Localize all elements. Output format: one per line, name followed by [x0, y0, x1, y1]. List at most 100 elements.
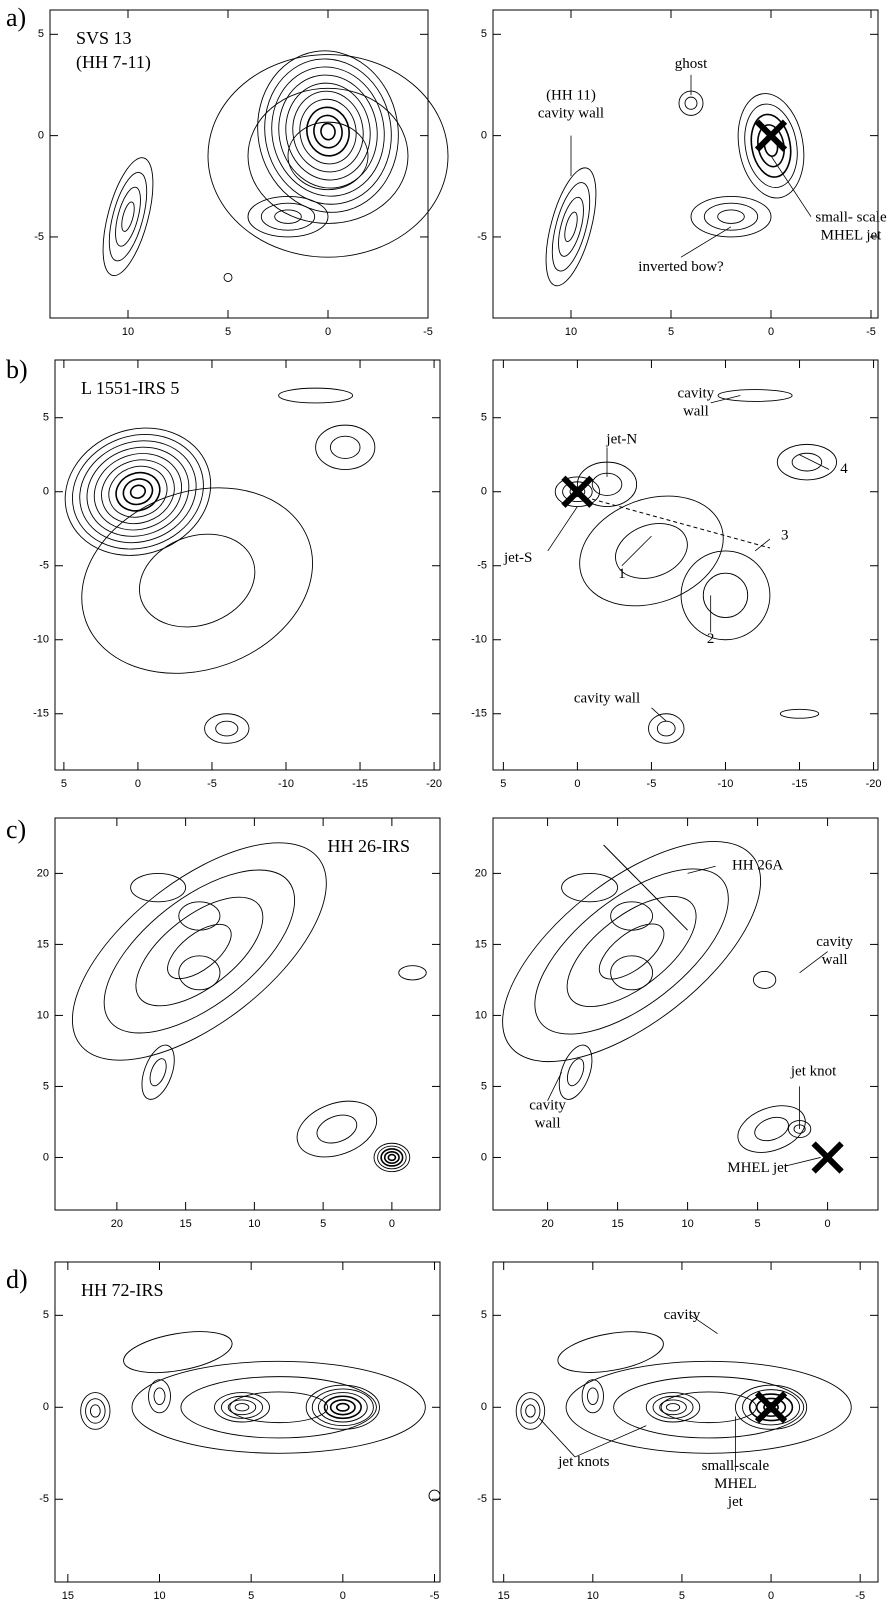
- frame: [54, 817, 441, 1211]
- annotation: cavity wall: [538, 106, 604, 122]
- panel: 20 15 10 5 0 20 15 10 5 0 HH 26A cavity wall cavity wa…: [475, 817, 879, 1230]
- frame: [492, 817, 879, 1211]
- x-tick-label: 10: [681, 1218, 693, 1230]
- panel: 15 10 5 0 -5 5 0 -5 HH 72-IRS: [39, 1261, 441, 1600]
- leader-line: [785, 1157, 821, 1167]
- contour: [274, 209, 302, 224]
- y-tick-label: 0: [481, 130, 487, 142]
- contour: [717, 209, 745, 224]
- panel: 10 5 0 -5 5 0 -5 SVS 13 (HH 7-11): [34, 9, 449, 338]
- contour: [610, 955, 654, 991]
- contour: [108, 465, 168, 518]
- source-mark: [811, 1141, 844, 1174]
- panel: 20 15 10 5 0 20 15 10 5 0 HH 26-IRS: [37, 817, 441, 1230]
- y-tick-label: 0: [43, 486, 49, 498]
- contour: [130, 872, 187, 903]
- y-tick-label: 5: [481, 1309, 487, 1321]
- annotation: cavity: [816, 934, 853, 950]
- y-tick-label: -5: [477, 231, 487, 243]
- contour: [223, 272, 233, 282]
- contour: [554, 476, 601, 507]
- panel-title: HH 72-IRS: [81, 1280, 164, 1300]
- contour: [316, 1114, 358, 1144]
- panel: 5 0 -5 -10 -15 -20 5 0 -5 -10 -15 L 1551-IRS 5: [33, 359, 442, 790]
- contour: [703, 202, 759, 231]
- frame: [492, 9, 879, 319]
- annotation: jet-N: [605, 431, 637, 447]
- x-tick-label: 0: [768, 326, 774, 338]
- annotation: 1: [618, 566, 626, 582]
- contour: [101, 459, 175, 525]
- x-tick-label: -5: [423, 326, 433, 338]
- y-tick-label: 20: [37, 867, 49, 879]
- contour: [734, 1384, 808, 1430]
- x-tick-label: 0: [574, 778, 580, 790]
- x-tick-label: 10: [122, 326, 134, 338]
- y-tick-label: -5: [477, 560, 487, 572]
- contour: [791, 452, 823, 472]
- contour: [387, 1153, 397, 1162]
- x-tick-label: -5: [647, 778, 657, 790]
- contour: [502, 840, 762, 1063]
- x-tick-label: 20: [111, 1218, 123, 1230]
- x-tick-label: 5: [320, 1218, 326, 1230]
- leader-line: [799, 454, 830, 470]
- contour: [652, 1395, 694, 1419]
- contour: [227, 1399, 257, 1416]
- y-tick-label: 15: [37, 938, 49, 950]
- leader-line: [651, 707, 667, 722]
- x-tick-label: -10: [278, 778, 294, 790]
- contour: [665, 1403, 681, 1412]
- y-tick-label: 10: [37, 1009, 49, 1021]
- contour: [86, 446, 190, 537]
- annotation: (HH 11): [546, 88, 596, 104]
- annotation: MHEL jet: [821, 227, 883, 243]
- panel-title: SVS 13: [76, 28, 132, 48]
- annotation: HH 26A: [732, 858, 783, 874]
- contour: [680, 550, 771, 641]
- contour: [121, 201, 135, 232]
- annotation: cavity wall: [574, 690, 640, 706]
- source-mark: [754, 1391, 788, 1424]
- contour: [615, 523, 688, 579]
- contour: [257, 50, 399, 213]
- contour: [690, 195, 772, 238]
- contour: [81, 487, 313, 674]
- x-tick-label: 0: [768, 1590, 774, 1600]
- contour: [380, 1148, 404, 1167]
- contour: [178, 901, 221, 931]
- contour: [717, 389, 793, 402]
- contour: [545, 167, 597, 287]
- contour: [85, 1398, 106, 1424]
- contour: [581, 1379, 604, 1414]
- contour: [750, 113, 792, 178]
- y-tick-label: 5: [43, 1080, 49, 1092]
- y-tick-label: -5: [477, 1493, 487, 1505]
- annotation: wall: [683, 403, 709, 419]
- panel-title: (HH 7-11): [76, 52, 151, 73]
- annotation: cavity: [529, 1097, 566, 1113]
- source-mark: [561, 475, 594, 508]
- leader-line: [539, 1418, 647, 1458]
- contour: [557, 1331, 664, 1373]
- contour: [315, 424, 376, 470]
- frame: [54, 1261, 441, 1583]
- contour: [587, 1387, 599, 1405]
- y-tick-label: 20: [475, 867, 487, 879]
- contour: [598, 923, 665, 980]
- y-tick-label: 0: [481, 1151, 487, 1163]
- contour: [551, 182, 591, 272]
- panel: 5 0 -5 -10 -15 -20 5 0 -5 -10 -15 cavity wall jet-N je…: [471, 359, 882, 790]
- contour: [148, 1379, 171, 1414]
- y-tick-label: -5: [39, 560, 49, 572]
- contour: [323, 1395, 362, 1420]
- x-tick-label: 5: [248, 1590, 254, 1600]
- leader-line: [547, 1072, 562, 1101]
- y-tick-label: 5: [481, 1080, 487, 1092]
- contour: [123, 1331, 233, 1374]
- contour: [129, 484, 146, 499]
- leader-line: [690, 1315, 718, 1335]
- x-tick-label: 10: [153, 1590, 165, 1600]
- contour: [167, 923, 232, 980]
- y-tick-label: 0: [38, 130, 44, 142]
